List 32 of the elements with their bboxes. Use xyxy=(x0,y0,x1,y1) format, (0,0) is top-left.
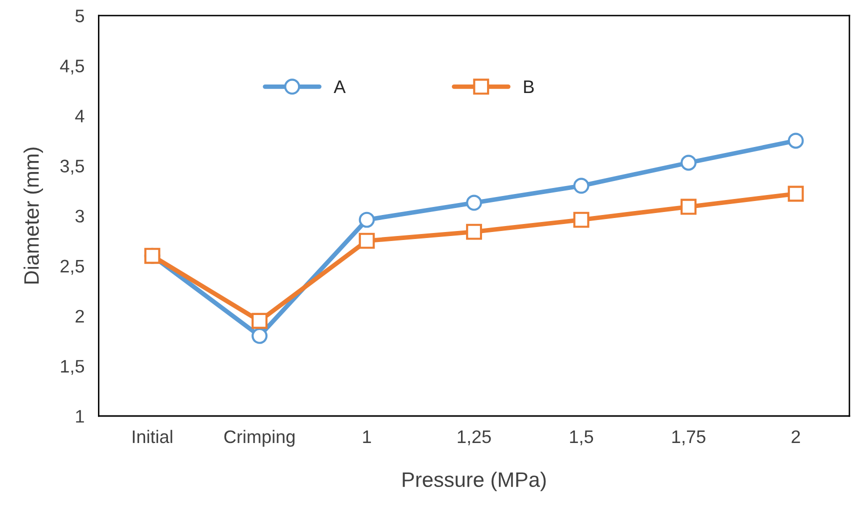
point xyxy=(788,186,804,202)
point xyxy=(573,212,590,228)
y-tick-label: 3 xyxy=(75,210,84,223)
x-tick-label: Crimping xyxy=(224,430,295,447)
y-tick-label: 3,5 xyxy=(60,160,84,175)
y-tick-label: 2,5 xyxy=(60,260,84,275)
x-tick-label: 1 xyxy=(363,430,371,443)
x-tick-label: Initial xyxy=(132,430,172,444)
legend-label: B xyxy=(524,80,534,93)
point xyxy=(252,328,268,344)
point xyxy=(680,154,697,171)
legend-label: A xyxy=(334,80,346,93)
x-tick-label: 1,5 xyxy=(570,430,594,446)
x-tick-label: 2 xyxy=(792,430,800,443)
point xyxy=(252,312,268,329)
point xyxy=(680,198,697,215)
point xyxy=(573,178,590,194)
y-tick-label: 4,5 xyxy=(60,60,84,75)
y-axis-title: Diameter (mm) xyxy=(24,148,44,284)
point xyxy=(358,212,375,228)
point xyxy=(466,194,482,211)
point xyxy=(788,132,804,149)
x-axis-title: Pressure (MPa) xyxy=(402,472,546,492)
point xyxy=(358,232,375,249)
y-tick-label: 1 xyxy=(76,410,84,423)
y-tick-label: 5 xyxy=(75,10,84,22)
y-tick-label: 4 xyxy=(75,110,84,122)
x-tick-label: 1,25 xyxy=(458,430,491,446)
y-tick-label: 1,5 xyxy=(61,360,84,375)
y-tick-label: 2 xyxy=(76,310,84,322)
x-tick-label: 1,75 xyxy=(672,430,706,446)
point xyxy=(466,224,482,240)
